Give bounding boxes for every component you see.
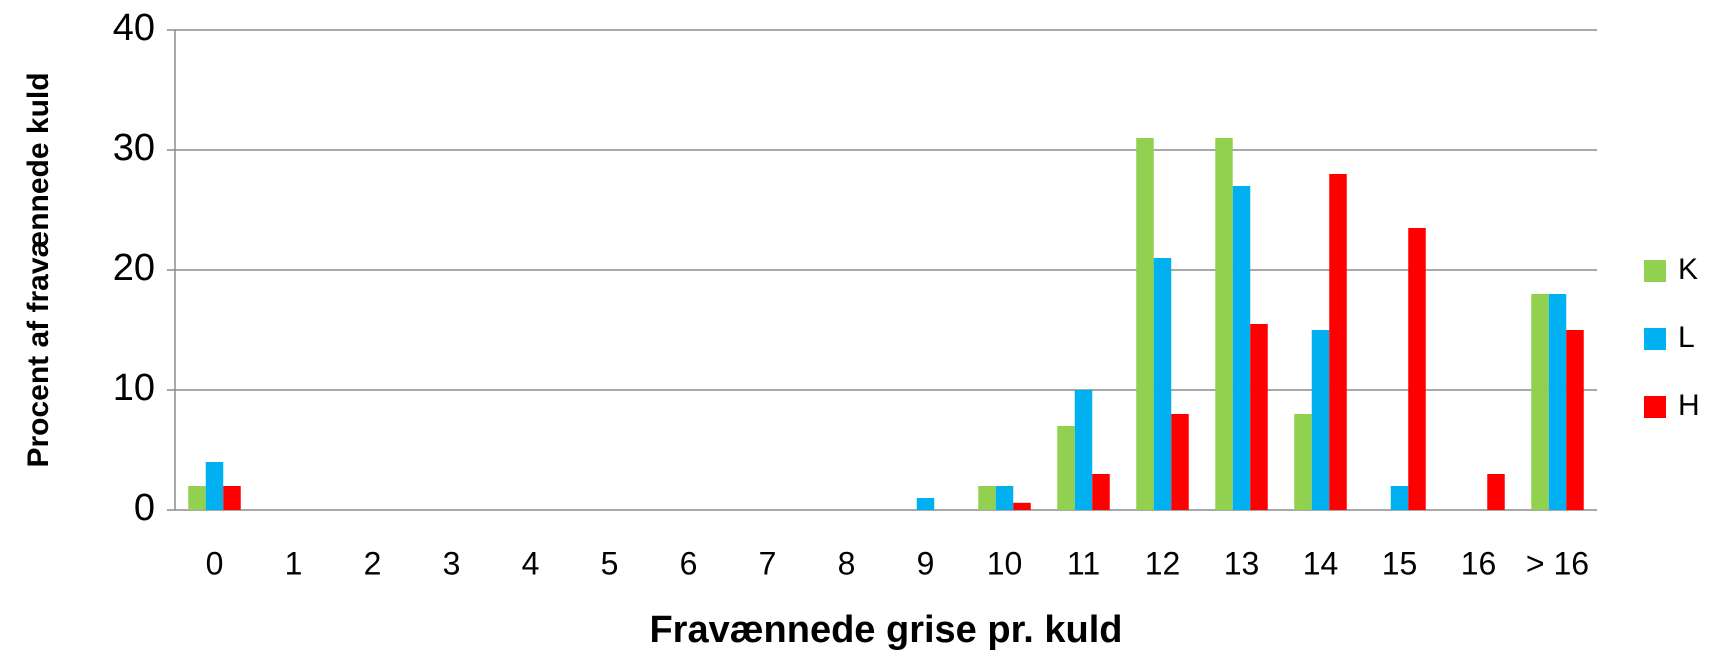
x-axis-label: Fravænnede grise pr. kuld xyxy=(649,609,1122,651)
x-tick-label: 16 xyxy=(1461,545,1497,581)
legend-swatch xyxy=(1644,260,1666,282)
bar xyxy=(1250,324,1268,510)
legend-label: L xyxy=(1678,321,1695,354)
bar xyxy=(1153,258,1172,510)
legend-label: K xyxy=(1678,253,1698,286)
bar xyxy=(1294,414,1312,510)
bar xyxy=(1311,330,1330,510)
x-tick-label: 11 xyxy=(1067,545,1100,581)
bar xyxy=(978,486,996,510)
y-tick-label: 0 xyxy=(134,487,155,529)
y-tick-label: 30 xyxy=(113,127,155,169)
legend-swatch xyxy=(1644,328,1666,350)
x-tick-label: 9 xyxy=(917,545,935,581)
legend-label: H xyxy=(1678,389,1700,422)
bar xyxy=(188,486,206,510)
y-tick-label: 40 xyxy=(113,7,155,49)
x-tick-label: 4 xyxy=(522,545,540,581)
x-tick-label: 15 xyxy=(1382,545,1418,581)
x-tick-label: 3 xyxy=(443,545,461,581)
bar xyxy=(1013,502,1031,510)
x-tick-label: 2 xyxy=(364,545,382,581)
bar xyxy=(205,462,224,510)
bar xyxy=(995,486,1014,510)
bar xyxy=(1232,186,1251,510)
bar xyxy=(1171,414,1189,510)
bar xyxy=(1390,486,1409,510)
x-tick-label: 13 xyxy=(1224,545,1260,581)
y-tick-label: 20 xyxy=(113,247,155,289)
x-tick-label: 1 xyxy=(285,545,303,581)
x-tick-label: 8 xyxy=(838,545,856,581)
bar xyxy=(1487,474,1505,510)
y-tick-label: 10 xyxy=(113,367,155,409)
bar xyxy=(916,498,935,510)
x-tick-label: 14 xyxy=(1303,545,1339,581)
bar xyxy=(1057,426,1075,510)
bar xyxy=(1408,228,1426,510)
bar xyxy=(1074,390,1093,510)
bar xyxy=(1136,138,1154,510)
bar xyxy=(1215,138,1233,510)
x-tick-label: 0 xyxy=(206,545,224,581)
bar xyxy=(1092,474,1110,510)
bar xyxy=(1548,294,1567,510)
x-tick-label: 7 xyxy=(759,545,777,581)
x-tick-label: 12 xyxy=(1145,545,1181,581)
bar xyxy=(223,486,241,510)
x-tick-label: 6 xyxy=(680,545,698,581)
legend-swatch xyxy=(1644,396,1666,418)
x-tick-label: 10 xyxy=(987,545,1023,581)
x-tick-label: > 16 xyxy=(1526,545,1589,581)
y-axis-label: Procent af fravænnede kuld xyxy=(22,72,55,467)
x-tick-label: 5 xyxy=(601,545,619,581)
bar xyxy=(1566,330,1584,510)
bar xyxy=(1531,294,1549,510)
bar xyxy=(1329,174,1347,510)
